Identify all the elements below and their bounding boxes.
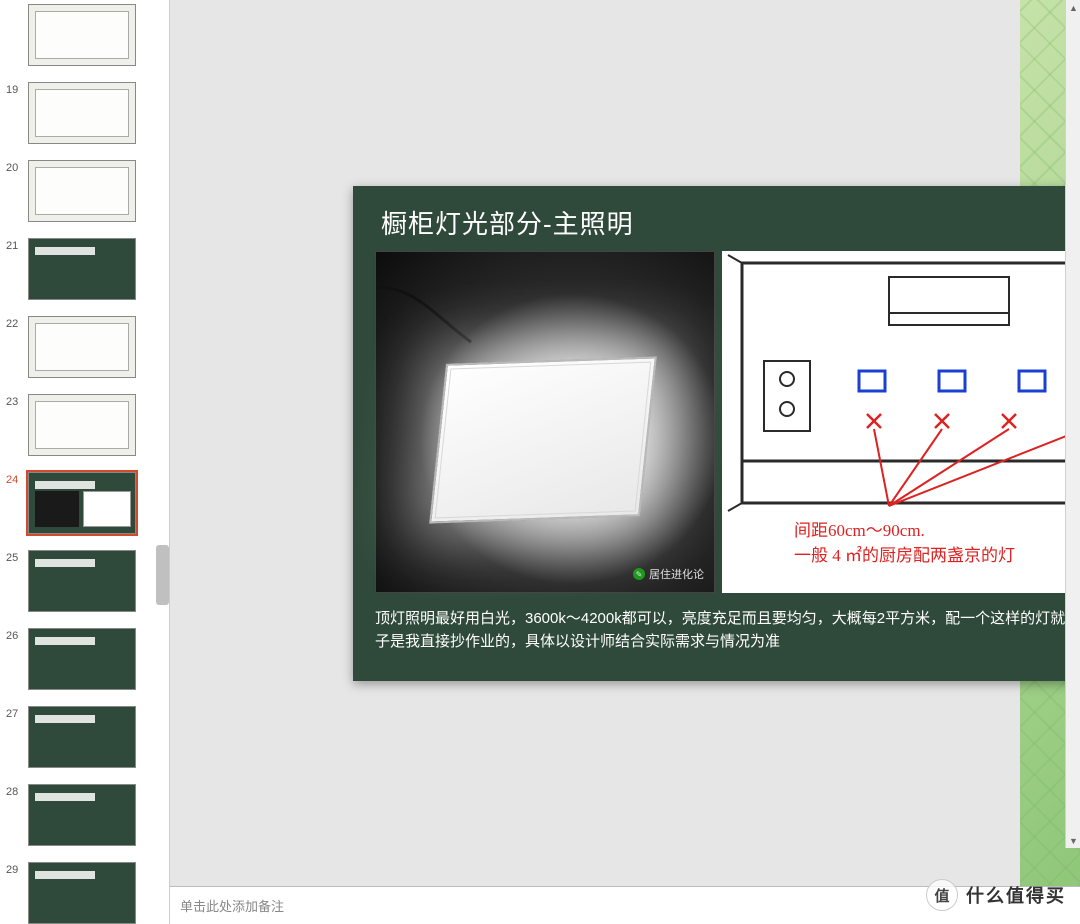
thumbnail-row[interactable]: 20 [0,156,169,234]
thumbnail-image[interactable] [28,628,136,690]
notes-placeholder[interactable]: 单击此处添加备注 [180,896,284,915]
thumbnail-number: 22 [6,316,28,330]
main-area: 橱柜灯光部分-主照明 ✎ 居住进化论 [170,0,1080,924]
thumbnail-image[interactable] [28,4,136,66]
thumbnail-number: 28 [6,784,28,798]
thumbnail-number: 24 [6,472,28,486]
thumbnail-row[interactable] [0,0,169,78]
thumbnail-row[interactable]: 26 [0,624,169,702]
badge-icon: 值 [926,879,958,911]
thumbnail-row[interactable]: 23 [0,390,169,468]
thumbnail-number: 20 [6,160,28,174]
slide-image-row: ✎ 居住进化论 [353,251,1080,593]
slide-image-left[interactable]: ✎ 居住进化论 [375,251,715,593]
thumbnail-image[interactable] [28,706,136,768]
scroll-down-icon[interactable]: ▼ [1066,833,1080,848]
slide-title[interactable]: 橱柜灯光部分-主照明 [353,186,1080,251]
thumbnail-row[interactable]: 28 [0,780,169,858]
svg-text:间距60cm～90cm.: 间距60cm～90cm. [794,521,925,540]
thumbnail-image[interactable] [28,784,136,846]
thumbnail-row[interactable]: 29 [0,858,169,924]
app-root: 19 20 21 22 23 24 25 26 27 28 29 橱柜灯光部分-主照明 [0,0,1080,924]
thumbnail-row[interactable]: 24 [0,468,169,546]
thumbnail-scrollbar-thumb[interactable] [156,545,169,605]
thumbnail-number: 27 [6,706,28,720]
thumbnail-image[interactable] [28,82,136,144]
thumbnail-row[interactable]: 21 [0,234,169,312]
thumbnail-number: 23 [6,394,28,408]
thumbnail-number: 25 [6,550,28,564]
thumbnail-row[interactable]: 25 [0,546,169,624]
slide-editor[interactable]: 橱柜灯光部分-主照明 ✎ 居住进化论 [170,0,1080,886]
thumbnail-image[interactable] [28,550,136,612]
thumbnail-image[interactable] [28,238,136,300]
thumbnail-image[interactable] [28,394,136,456]
watermark-left: ✎ 居住进化论 [633,566,704,582]
editor-vscrollbar[interactable]: ▲ ▼ [1065,0,1080,848]
slide-image-right[interactable]: 间距60cm～90cm. 一般 4 ㎡的厨房配两盏京的灯 居住进化论 [722,251,1080,593]
thumbnail-row[interactable]: 19 [0,78,169,156]
thumbnail-number: 19 [6,82,28,96]
cable-drawing [376,282,486,352]
led-panel-light [429,356,657,523]
thumbnail-number: 26 [6,628,28,642]
corner-badge: 值 什么值得买 [926,878,1066,912]
svg-text:一般 4 ㎡的厨房配两盏京的灯: 一般 4 ㎡的厨房配两盏京的灯 [794,546,1015,565]
thumbnail-number: 29 [6,862,28,876]
thumbnail-number: 21 [6,238,28,252]
thumbnail-row[interactable]: 22 [0,312,169,390]
thumbnail-panel[interactable]: 19 20 21 22 23 24 25 26 27 28 29 [0,0,170,924]
thumbnail-image[interactable] [28,862,136,924]
badge-text: 什么值得买 [966,882,1066,908]
slide-canvas[interactable]: 橱柜灯光部分-主照明 ✎ 居住进化论 [353,186,1080,681]
thumbnail-image[interactable] [28,472,136,534]
slide-body-text[interactable]: 顶灯照明最好用白光，3600k～4200k都可以，亮度充足而且要均匀，大概每2平… [353,593,1080,654]
scroll-up-icon[interactable]: ▲ [1066,0,1080,15]
thumbnail-image[interactable] [28,160,136,222]
thumbnail-row[interactable]: 27 [0,702,169,780]
thumbnail-image[interactable] [28,316,136,378]
kitchen-sketch: 间距60cm～90cm. 一般 4 ㎡的厨房配两盏京的灯 [722,251,1080,593]
watermark-left-text: 居住进化论 [649,566,704,582]
thumbnail-number [6,4,28,6]
